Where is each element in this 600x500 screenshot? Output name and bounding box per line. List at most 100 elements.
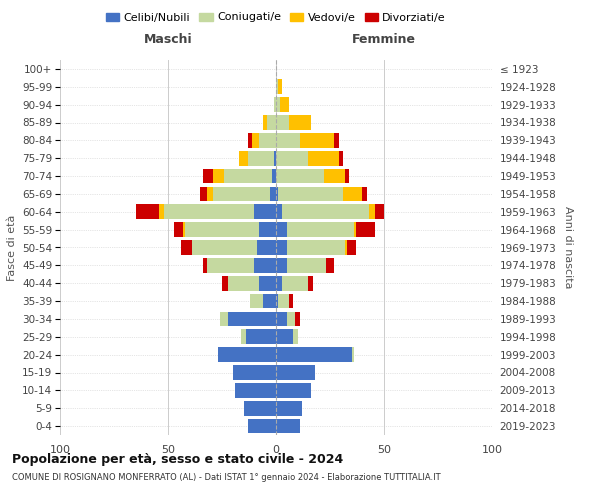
Bar — [218, 348, 276, 362]
Bar — [276, 258, 287, 272]
Bar — [207, 258, 254, 272]
Bar — [276, 133, 300, 148]
Bar — [250, 294, 263, 308]
Bar — [235, 383, 276, 398]
Bar — [300, 133, 334, 148]
Bar — [214, 168, 224, 184]
Bar — [295, 312, 300, 326]
Bar — [276, 383, 311, 398]
Bar — [308, 276, 313, 290]
Bar — [274, 98, 276, 112]
Bar — [347, 240, 356, 255]
Bar — [254, 258, 276, 272]
Bar — [207, 186, 214, 201]
Bar — [263, 115, 268, 130]
Bar — [248, 419, 276, 434]
Bar — [239, 151, 248, 166]
Bar — [283, 276, 308, 290]
Bar — [352, 348, 354, 362]
Bar — [259, 133, 276, 148]
Bar — [283, 204, 369, 219]
Bar — [276, 419, 300, 434]
Bar — [334, 133, 338, 148]
Bar — [278, 80, 283, 94]
Bar — [259, 276, 276, 290]
Bar — [338, 151, 343, 166]
Bar — [369, 204, 376, 219]
Text: Maschi: Maschi — [143, 32, 193, 46]
Bar — [246, 330, 276, 344]
Bar — [203, 168, 214, 184]
Bar — [287, 258, 326, 272]
Bar — [289, 115, 311, 130]
Legend: Celibi/Nubili, Coniugati/e, Vedovi/e, Divorziati/e: Celibi/Nubili, Coniugati/e, Vedovi/e, Di… — [101, 8, 451, 27]
Bar — [276, 294, 278, 308]
Bar — [276, 240, 287, 255]
Bar — [345, 168, 349, 184]
Y-axis label: Anni di nascita: Anni di nascita — [563, 206, 573, 289]
Bar — [276, 222, 287, 237]
Bar — [214, 186, 269, 201]
Bar — [276, 365, 315, 380]
Text: Femmine: Femmine — [352, 32, 416, 46]
Y-axis label: Fasce di età: Fasce di età — [7, 214, 17, 280]
Bar — [164, 204, 254, 219]
Bar — [233, 365, 276, 380]
Bar — [362, 186, 367, 201]
Bar — [274, 151, 276, 166]
Bar — [244, 401, 276, 415]
Bar — [276, 168, 323, 184]
Bar — [343, 186, 362, 201]
Bar — [185, 222, 259, 237]
Bar — [183, 222, 185, 237]
Bar — [269, 186, 276, 201]
Text: COMUNE DI ROSIGNANO MONFERRATO (AL) - Dati ISTAT 1° gennaio 2024 - Elaborazione : COMUNE DI ROSIGNANO MONFERRATO (AL) - Da… — [12, 472, 440, 482]
Bar — [276, 204, 283, 219]
Bar — [278, 186, 343, 201]
Bar — [276, 151, 308, 166]
Bar — [293, 330, 298, 344]
Bar — [224, 168, 272, 184]
Bar — [354, 222, 356, 237]
Bar — [175, 222, 183, 237]
Bar — [257, 240, 276, 255]
Bar — [276, 348, 352, 362]
Text: Popolazione per età, sesso e stato civile - 2024: Popolazione per età, sesso e stato civil… — [12, 452, 343, 466]
Bar — [160, 204, 164, 219]
Bar — [252, 133, 259, 148]
Bar — [276, 401, 302, 415]
Bar — [287, 222, 354, 237]
Bar — [220, 312, 229, 326]
Bar — [376, 204, 384, 219]
Bar — [276, 98, 280, 112]
Bar — [241, 330, 246, 344]
Bar — [276, 80, 278, 94]
Bar — [192, 240, 257, 255]
Bar — [136, 204, 160, 219]
Bar — [259, 222, 276, 237]
Bar — [254, 204, 276, 219]
Bar — [276, 186, 278, 201]
Bar — [248, 133, 252, 148]
Bar — [263, 294, 276, 308]
Bar — [280, 98, 289, 112]
Bar — [200, 186, 207, 201]
Bar — [203, 258, 207, 272]
Bar — [229, 312, 276, 326]
Bar — [356, 222, 376, 237]
Bar — [323, 168, 345, 184]
Bar — [287, 312, 295, 326]
Bar — [276, 312, 287, 326]
Bar — [276, 115, 289, 130]
Bar — [326, 258, 334, 272]
Bar — [289, 294, 293, 308]
Bar — [222, 276, 229, 290]
Bar — [268, 115, 276, 130]
Bar — [229, 276, 259, 290]
Bar — [272, 168, 276, 184]
Bar — [287, 240, 345, 255]
Bar — [278, 294, 289, 308]
Bar — [276, 330, 293, 344]
Bar — [276, 276, 283, 290]
Bar — [345, 240, 347, 255]
